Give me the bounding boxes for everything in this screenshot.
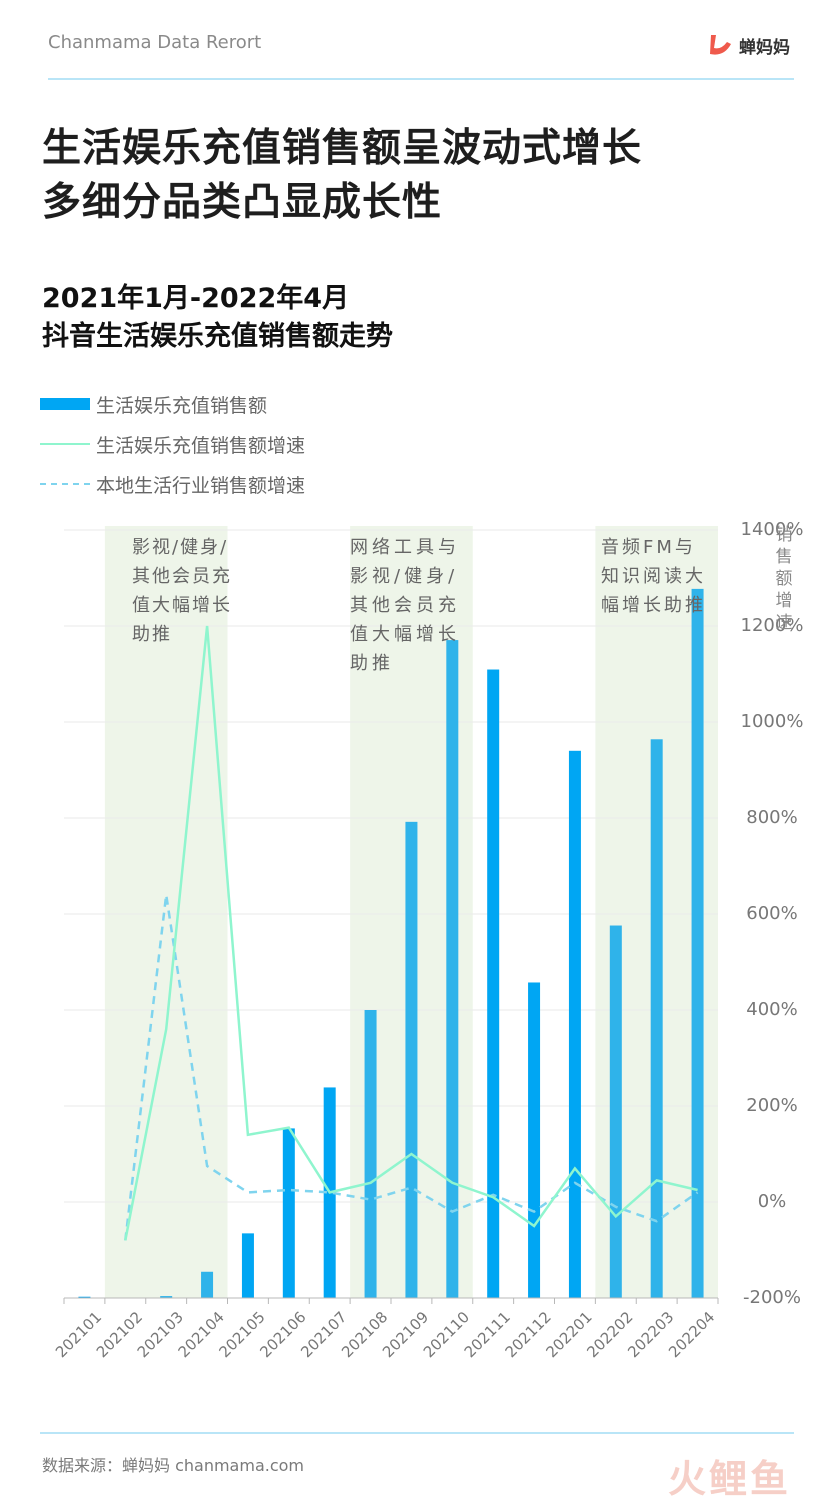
legend-item-local-growth: 本地生活行业销售额增速 (40, 464, 305, 504)
brand-name: 蝉妈妈 (739, 37, 790, 58)
y-axis-label: 销售额增速 (776, 525, 793, 633)
sales-bar (241, 1233, 254, 1298)
watermark-logo: 火鲤鱼 (668, 1457, 792, 1501)
legend-label-local-growth: 本地生活行业销售额增速 (96, 474, 306, 497)
chanmama-logo-icon (710, 35, 731, 55)
y-tick-label: 600% (746, 903, 797, 924)
sales-bar (691, 588, 704, 1298)
headline: 生活娱乐充值销售额呈波动式增长 多细分品类凸显成长性 (42, 122, 642, 230)
subhead-line-2: 抖音生活娱乐充值销售额走势 (42, 321, 393, 352)
report-header: Chanmama Data Rerort 蝉妈妈 (48, 28, 794, 80)
sales-bar (405, 821, 418, 1298)
legend-dash-swatch (40, 483, 90, 485)
annotation-text: 音频FM与知识阅读大幅增长助推 (601, 537, 706, 616)
sales-bar (487, 669, 500, 1298)
x-tick-label: 202204 (665, 1308, 718, 1361)
y-tick-label: 400% (746, 999, 797, 1020)
sales-growth-line (124, 625, 698, 1241)
annotation-text: 影视/健身/其他会员充值大幅增长助推 (132, 537, 232, 645)
chart-legend: 生活娱乐充值销售额 生活娱乐充值销售额增速 本地生活行业销售额增速 (40, 384, 305, 504)
sales-bar (568, 750, 581, 1298)
legend-bar-swatch (40, 398, 90, 410)
subhead-line-1: 2021年1月-2022年4月 (42, 283, 350, 314)
sales-bar (609, 925, 622, 1298)
sales-bar (201, 1271, 214, 1298)
footer: 数据来源：蝉妈妈 chanmama.com (40, 1432, 794, 1475)
data-source: 数据来源：蝉妈妈 chanmama.com (42, 1456, 305, 1475)
highlight-region (104, 526, 228, 1298)
y-tick-label: -200% (743, 1287, 801, 1308)
sales-bar (78, 1296, 91, 1298)
y-tick-label: 800% (746, 807, 797, 828)
y-tick-label: 1400% (741, 519, 804, 540)
legend-item-sales: 生活娱乐充值销售额 (40, 384, 305, 424)
y-tick-label: 0% (758, 1191, 787, 1212)
headline-line-1: 生活娱乐充值销售额呈波动式增长 (42, 126, 643, 171)
chart-subhead: 2021年1月-2022年4月 抖音生活娱乐充值销售额走势 (42, 280, 393, 356)
sales-bar (446, 640, 459, 1298)
brand: 蝉妈妈 (707, 32, 790, 58)
sales-bar (364, 1010, 377, 1298)
sales-trend-chart: 2021012021022021032021042021052021062021… (52, 519, 804, 1361)
y-tick-label: 1000% (741, 711, 804, 732)
y-tick-label: 1200% (741, 615, 804, 636)
annotation-text: 网络工具与影视/健身/其他会员充值大幅增长助推 (350, 537, 460, 674)
sales-bar (528, 982, 541, 1298)
legend-label-growth: 生活娱乐充值销售额增速 (96, 434, 306, 457)
sales-bar (650, 739, 663, 1298)
sales-bar (160, 1296, 173, 1298)
sales-bar (282, 1128, 295, 1298)
legend-item-growth: 生活娱乐充值销售额增速 (40, 424, 305, 464)
legend-label-sales: 生活娱乐充值销售额 (96, 394, 268, 417)
y-tick-label: 200% (746, 1095, 797, 1116)
headline-line-2: 多细分品类凸显成长性 (42, 180, 443, 225)
report-name: Chanmama Data Rerort (48, 32, 262, 53)
legend-line-swatch (40, 443, 90, 445)
